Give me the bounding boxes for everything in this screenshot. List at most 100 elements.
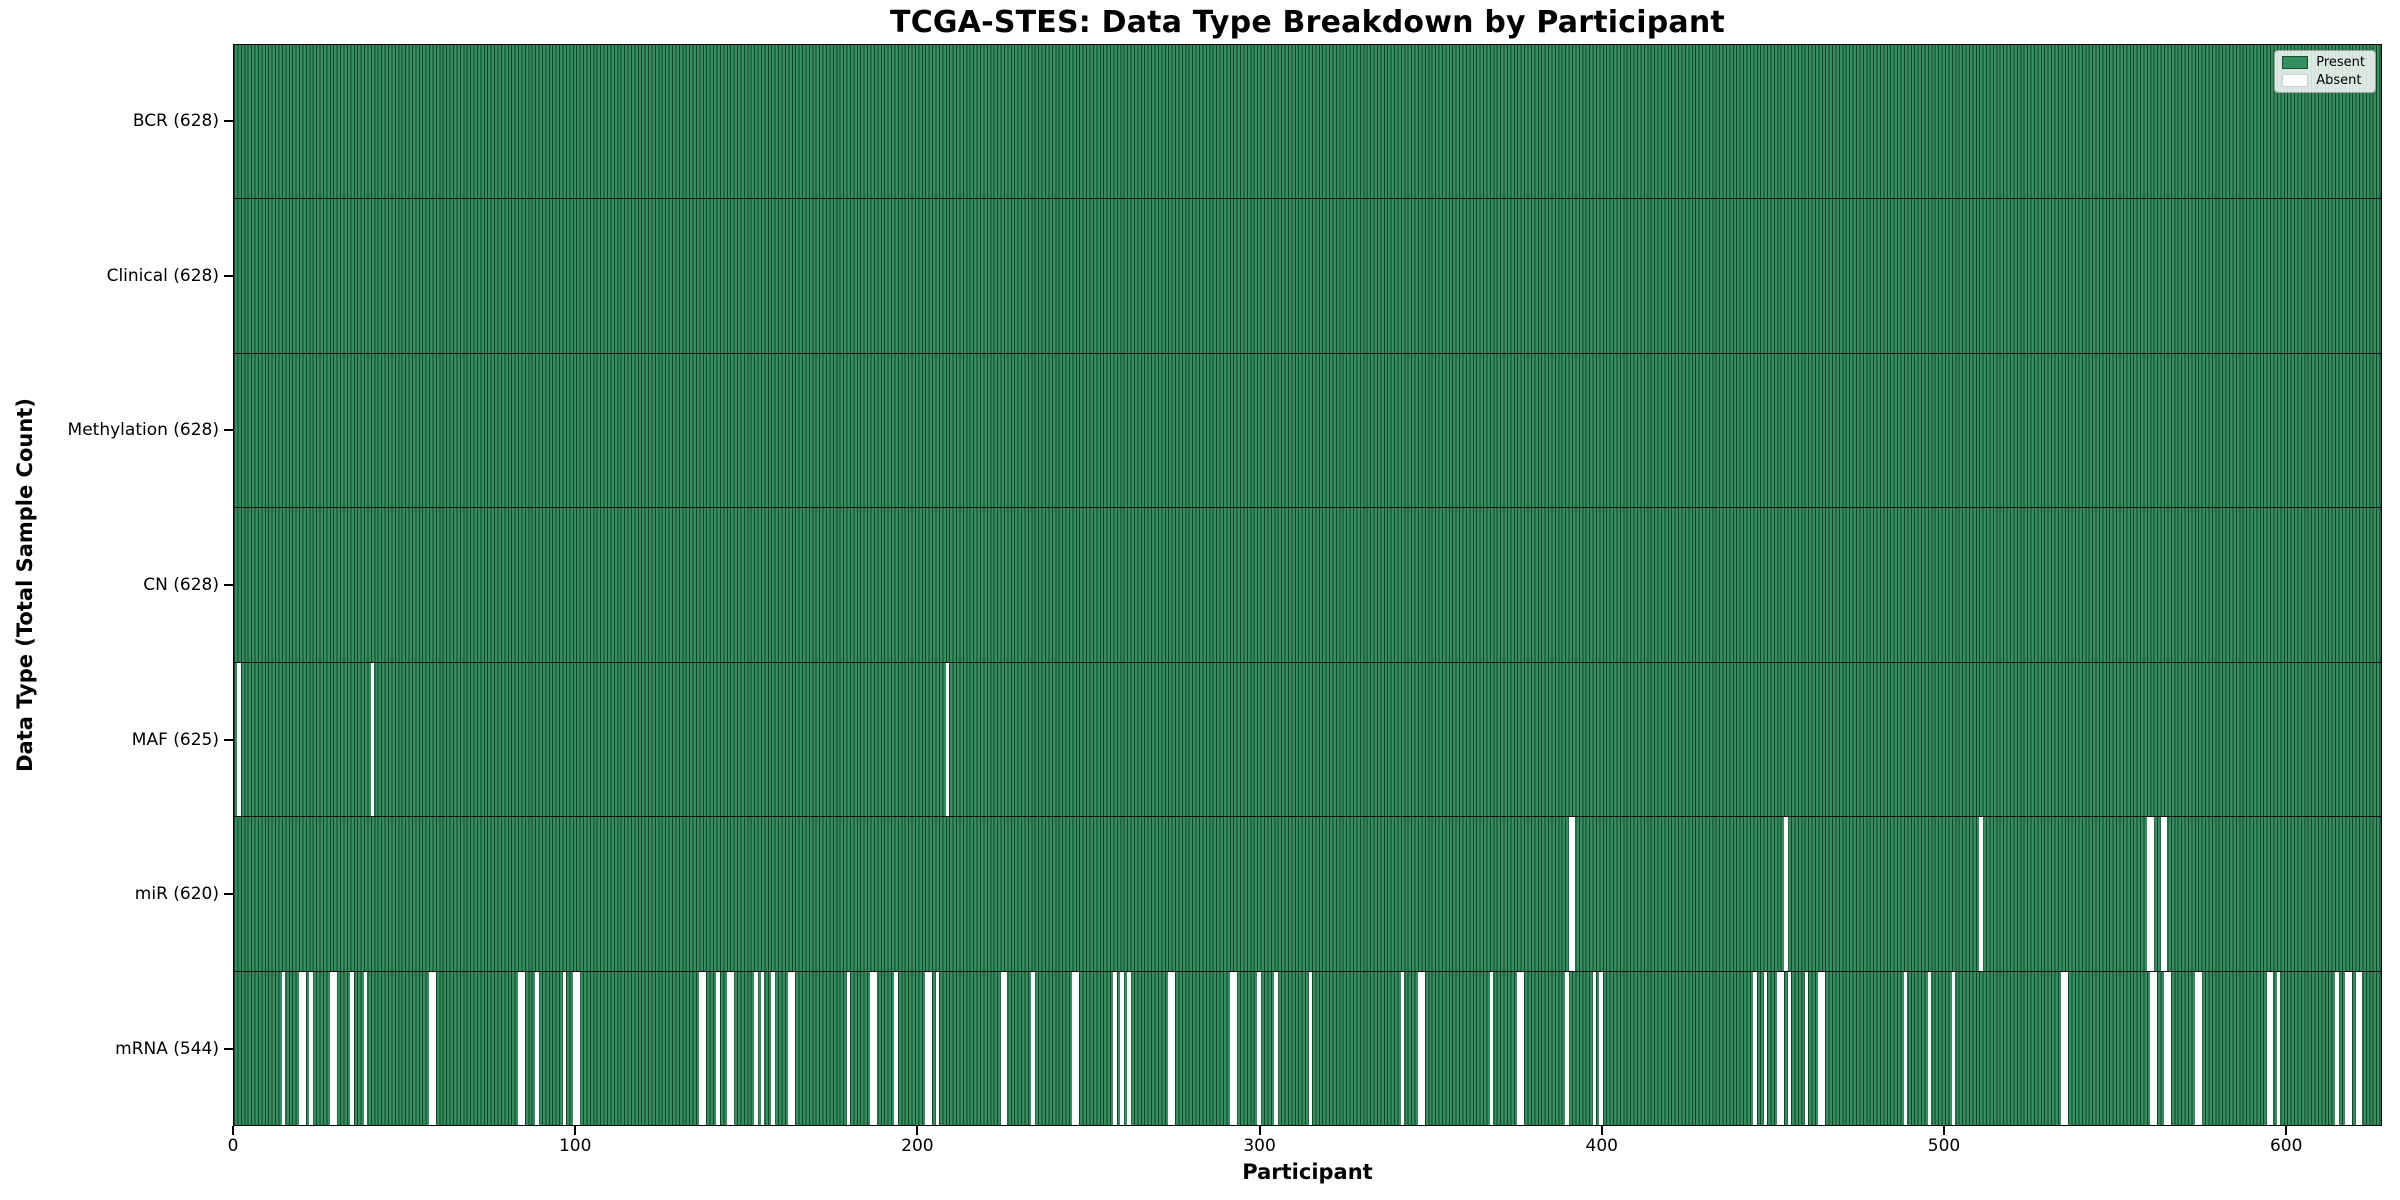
absent-gap — [754, 971, 758, 1125]
absent-gap — [716, 971, 720, 1125]
absent-gap — [2061, 971, 2069, 1125]
absent-gap — [350, 971, 354, 1125]
absent-gap — [1127, 971, 1131, 1125]
absent-gap — [281, 971, 286, 1125]
ytick-label-mir: miR (620) — [134, 884, 219, 905]
row-clinical — [234, 199, 2381, 354]
ytick-label-maf: MAF (625) — [131, 729, 219, 750]
legend-entry-present: Present — [2282, 56, 2365, 69]
ytick-label-mrna: mRNA (544) — [115, 1038, 219, 1059]
absent-gap — [1787, 971, 1791, 1125]
absent-gap — [771, 971, 775, 1125]
legend: Present Absent — [2274, 50, 2376, 93]
x-tick — [232, 1126, 234, 1135]
ytick-label-cn: CN (628) — [143, 575, 219, 595]
absent-gap — [945, 662, 950, 817]
absent-gap — [1903, 971, 1908, 1125]
absent-gap — [237, 662, 241, 817]
xtick-label-0: 0 — [227, 1136, 239, 1156]
y-tick — [224, 584, 233, 586]
x-tick — [2285, 1126, 2288, 1135]
absent-gap — [329, 971, 337, 1125]
plot-area: Present Absent — [233, 44, 2382, 1126]
absent-gap — [870, 971, 878, 1125]
absent-gap — [1784, 817, 1788, 971]
xtick-label-600: 600 — [2269, 1136, 2303, 1156]
absent-gap — [1818, 971, 1826, 1125]
absent-gap — [1072, 971, 1080, 1125]
legend-absent-label: Absent — [2316, 73, 2362, 88]
rows-container — [234, 45, 2381, 1125]
absent-gap — [2150, 971, 2158, 1125]
y-tick — [224, 738, 233, 741]
absent-gap — [370, 662, 375, 817]
absent-gap — [935, 971, 939, 1125]
y-tick — [224, 1047, 233, 1050]
y-tick — [224, 893, 233, 896]
row-maf — [234, 662, 2381, 818]
absent-gap — [1804, 971, 1809, 1125]
ytick-label-clinical: Clinical (628) — [106, 265, 219, 286]
absent-gap — [760, 971, 765, 1125]
absent-gap — [1517, 971, 1525, 1125]
absent-gap — [518, 971, 525, 1125]
absent-gap — [1951, 971, 1956, 1125]
absent-gap — [726, 971, 734, 1125]
absent-gap — [535, 971, 539, 1125]
y-tick — [224, 120, 233, 123]
absent-gap — [1308, 971, 1312, 1125]
absent-gap — [1979, 817, 1983, 971]
absent-gap — [894, 971, 898, 1125]
absent-gap — [1599, 971, 1603, 1125]
row-mrna — [234, 971, 2381, 1125]
legend-present-label: Present — [2316, 55, 2365, 70]
absent-gap — [1113, 971, 1117, 1125]
xtick-label-100: 100 — [558, 1136, 592, 1156]
absent-gap — [572, 971, 580, 1125]
absent-gap — [2194, 971, 2202, 1125]
absent-gap — [1257, 971, 1261, 1125]
absent-gap — [2335, 971, 2339, 1125]
absent-gap — [1753, 971, 1757, 1125]
x-tick — [1600, 1126, 1603, 1135]
ytick-label-bcr: BCR (628) — [132, 111, 219, 132]
absent-gap — [2146, 817, 2154, 971]
x-tick — [916, 1126, 919, 1135]
absent-gap — [699, 971, 707, 1125]
absent-gap — [2276, 971, 2281, 1125]
xtick-label-300: 300 — [1243, 1136, 1276, 1156]
ytick-label-methylation: Methylation (628) — [67, 420, 219, 441]
xtick-label-200: 200 — [901, 1136, 934, 1156]
absent-gap — [1400, 971, 1405, 1125]
absent-gap — [1418, 971, 1425, 1125]
row-bcr — [234, 45, 2381, 200]
absent-gap — [846, 971, 850, 1125]
absent-gap — [2266, 971, 2274, 1125]
row-cn — [234, 508, 2381, 663]
chart-title: TCGA-STES: Data Type Breakdown by Partic… — [890, 5, 1725, 40]
row-mir — [234, 817, 2381, 972]
absent-gap — [2160, 817, 2168, 971]
absent-gap — [1592, 971, 1596, 1125]
absent-gap — [1777, 971, 1785, 1125]
x-tick — [1942, 1126, 1945, 1135]
y-tick — [224, 429, 233, 432]
xtick-label-400: 400 — [1585, 1136, 1619, 1156]
absent-gap — [2355, 971, 2363, 1125]
absent-gap — [364, 971, 368, 1125]
absent-gap — [1031, 971, 1035, 1125]
absent-gap — [1274, 971, 1278, 1125]
absent-gap — [1763, 971, 1768, 1125]
x-tick — [574, 1126, 577, 1135]
row-methylation — [234, 353, 2381, 509]
absent-gap — [1168, 971, 1176, 1125]
absent-gap — [2163, 971, 2171, 1125]
absent-gap — [925, 971, 933, 1125]
legend-entry-absent: Absent — [2282, 74, 2365, 87]
absent-gap — [1565, 971, 1569, 1125]
absent-gap — [1568, 817, 1576, 971]
y-tick — [224, 274, 233, 277]
legend-present-swatch — [2282, 56, 2309, 69]
absent-gap — [429, 971, 436, 1125]
